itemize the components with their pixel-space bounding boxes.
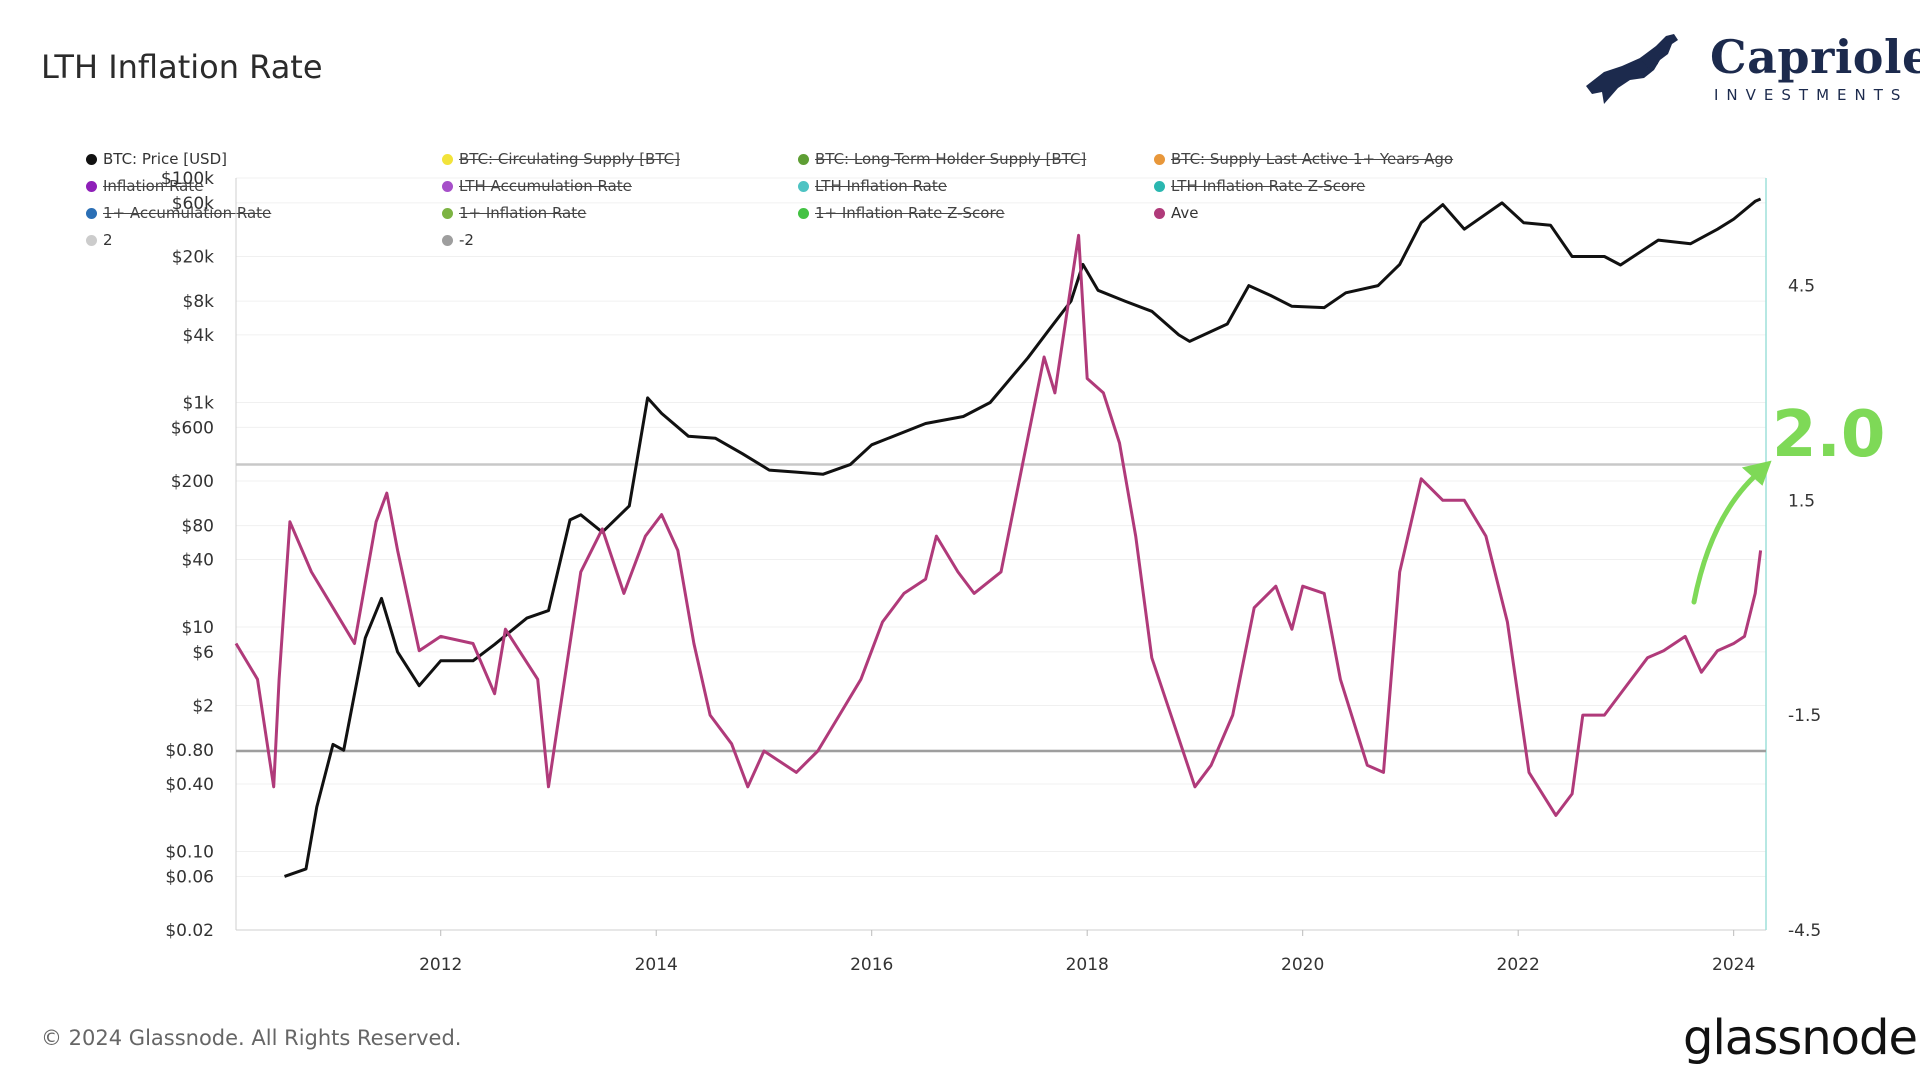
legend-label: 1+ Inflation Rate Z-Score bbox=[815, 204, 1005, 222]
y-left-tick-label: $20k bbox=[172, 247, 214, 267]
legend-label: BTC: Circulating Supply [BTC] bbox=[459, 150, 680, 168]
legend-swatch bbox=[442, 181, 453, 192]
legend-item[interactable]: BTC: Long-Term Holder Supply [BTC] bbox=[798, 150, 1086, 168]
x-tick-label: 2012 bbox=[419, 955, 462, 975]
y-left-tick-label: $600 bbox=[171, 418, 214, 438]
annotation-arrow bbox=[1691, 465, 1767, 605]
legend-swatch bbox=[798, 181, 809, 192]
x-tick-label: 2020 bbox=[1281, 955, 1324, 975]
legend-label: 1+ Inflation Rate bbox=[459, 204, 587, 222]
legend-item[interactable]: BTC: Circulating Supply [BTC] bbox=[442, 150, 680, 168]
y-right-tick-label: 1.5 bbox=[1788, 491, 1815, 511]
legend-label: BTC: Long-Term Holder Supply [BTC] bbox=[815, 150, 1087, 168]
y-left-tick-label: $0.10 bbox=[165, 843, 214, 863]
legend-label: Inflation Rate bbox=[103, 177, 204, 195]
annotation-arrowhead bbox=[1741, 460, 1772, 486]
legend-swatch bbox=[442, 154, 453, 165]
legend-swatch bbox=[1154, 208, 1165, 219]
legend-swatch bbox=[1154, 181, 1165, 192]
legend-swatch bbox=[442, 208, 453, 219]
brand-subtitle: INVESTMENTS bbox=[1714, 86, 1909, 104]
legend-item[interactable]: LTH Accumulation Rate bbox=[442, 177, 632, 195]
legend-swatch bbox=[1154, 154, 1165, 165]
y-left-tick-label: $80 bbox=[182, 517, 214, 537]
copyright-text: © 2024 Glassnode. All Rights Reserved. bbox=[41, 1026, 462, 1050]
x-tick-label: 2016 bbox=[850, 955, 893, 975]
y-right-tick-label: 4.5 bbox=[1788, 276, 1815, 296]
legend-item[interactable]: Ave bbox=[1154, 204, 1199, 222]
chart-title: LTH Inflation Rate bbox=[41, 48, 323, 86]
legend-swatch bbox=[798, 154, 809, 165]
y-left-tick-label: $100k bbox=[161, 169, 214, 189]
legend-item[interactable]: Inflation Rate bbox=[86, 177, 203, 195]
y-right-tick-label: -1.5 bbox=[1788, 706, 1821, 726]
legend-label: 1+ Accumulation Rate bbox=[103, 204, 272, 222]
legend-item[interactable]: LTH Inflation Rate Z-Score bbox=[1154, 177, 1365, 195]
y-left-tick-label: $0.80 bbox=[165, 741, 214, 761]
legend-label: LTH Accumulation Rate bbox=[459, 177, 632, 195]
y-left-tick-label: $6 bbox=[192, 643, 214, 663]
y-left-tick-label: $10 bbox=[182, 618, 214, 638]
legend-item[interactable]: 2 bbox=[86, 231, 113, 249]
legend-label: LTH Inflation Rate bbox=[815, 177, 947, 195]
y-left-tick-label: $40 bbox=[182, 550, 214, 570]
y-left-tick-label: $60k bbox=[172, 194, 214, 214]
brand-name: Capriole bbox=[1710, 30, 1920, 84]
legend-label: 2 bbox=[103, 231, 113, 249]
legend-swatch bbox=[442, 235, 453, 246]
y-left-tick-label: $0.02 bbox=[165, 921, 214, 941]
legend-item[interactable]: 1+ Inflation Rate Z-Score bbox=[798, 204, 1005, 222]
legend-label: Ave bbox=[1171, 204, 1199, 222]
legend-swatch bbox=[86, 181, 97, 192]
legend-swatch bbox=[86, 235, 97, 246]
annotation-label: 2.0 bbox=[1772, 398, 1886, 472]
legend-label: BTC: Price [USD] bbox=[103, 150, 227, 168]
ave-line bbox=[234, 233, 1763, 817]
legend-item[interactable]: LTH Inflation Rate bbox=[798, 177, 947, 195]
legend-swatch bbox=[86, 208, 97, 219]
y-left-tick-label: $0.40 bbox=[165, 775, 214, 795]
y-left-tick-label: $200 bbox=[171, 472, 214, 492]
legend-item[interactable]: 1+ Inflation Rate bbox=[442, 204, 586, 222]
y-left-tick-label: $0.06 bbox=[165, 867, 214, 887]
legend-item[interactable]: BTC: Supply Last Active 1+ Years Ago bbox=[1154, 150, 1453, 168]
glassnode-logo: glassnode bbox=[1683, 1010, 1918, 1066]
y-left-tick-label: $4k bbox=[183, 326, 215, 346]
legend-label: BTC: Supply Last Active 1+ Years Ago bbox=[1171, 150, 1454, 168]
y-left-tick-label: $1k bbox=[183, 394, 215, 414]
legend-item[interactable]: -2 bbox=[442, 231, 474, 249]
legend-swatch bbox=[86, 154, 97, 165]
legend-item[interactable]: BTC: Price [USD] bbox=[86, 150, 227, 168]
y-left-tick-label: $2 bbox=[192, 696, 214, 716]
btc-price-line bbox=[284, 197, 1762, 878]
y-left-tick-label: $8k bbox=[183, 292, 215, 312]
legend-label: -2 bbox=[459, 231, 474, 249]
legend: BTC: Price [USD] BTC: Circulating Supply … bbox=[86, 150, 1486, 260]
x-tick-label: 2024 bbox=[1712, 955, 1755, 975]
capriole-logo: Capriole INVESTMENTS bbox=[1582, 28, 1920, 108]
x-tick-label: 2022 bbox=[1497, 955, 1540, 975]
x-tick-label: 2014 bbox=[635, 955, 678, 975]
horse-icon bbox=[1586, 34, 1678, 104]
legend-item[interactable]: 1+ Accumulation Rate bbox=[86, 204, 271, 222]
legend-swatch bbox=[798, 208, 809, 219]
y-right-tick-label: -4.5 bbox=[1788, 921, 1821, 941]
x-tick-label: 2018 bbox=[1066, 955, 1109, 975]
legend-label: LTH Inflation Rate Z-Score bbox=[1171, 177, 1366, 195]
